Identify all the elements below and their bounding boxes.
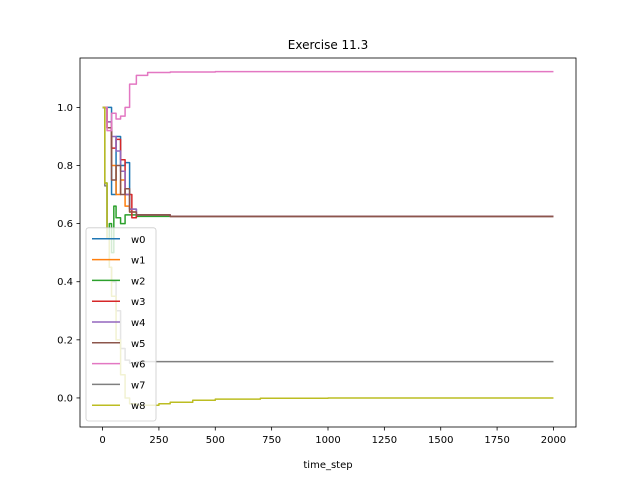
x-tick-label: 500 bbox=[206, 435, 225, 446]
legend-label-w0: w0 bbox=[131, 235, 146, 246]
y-tick-label: 0.8 bbox=[57, 161, 73, 172]
y-tick-label: 0.4 bbox=[57, 277, 73, 288]
legend-label-w8: w8 bbox=[131, 401, 146, 412]
x-tick-label: 0 bbox=[99, 435, 105, 446]
legend-label-w2: w2 bbox=[131, 276, 146, 287]
series-line-w6 bbox=[102, 70, 554, 132]
legend-label-w1: w1 bbox=[131, 256, 146, 267]
y-tick-label: 0.2 bbox=[57, 335, 73, 346]
x-axis: 0 250 500 750 1000 1250 1500 1750 2000 bbox=[99, 427, 566, 446]
legend-label-w7: w7 bbox=[131, 380, 146, 391]
legend-label-w6: w6 bbox=[131, 360, 146, 371]
y-axis: 0.0 0.2 0.4 0.6 0.8 1.0 bbox=[57, 103, 80, 404]
x-tick-label: 250 bbox=[149, 435, 168, 446]
y-tick-label: 0.6 bbox=[57, 219, 73, 230]
x-axis-label: time_step bbox=[303, 460, 352, 471]
x-tick-label: 1000 bbox=[315, 435, 340, 446]
x-tick-label: 1750 bbox=[484, 435, 509, 446]
x-tick-label: 1250 bbox=[372, 435, 397, 446]
y-tick-label: 1.0 bbox=[57, 103, 73, 114]
chart-title: Exercise 11.3 bbox=[288, 38, 368, 52]
x-tick-label: 2000 bbox=[541, 435, 566, 446]
legend-label-w4: w4 bbox=[131, 318, 146, 329]
legend-label-w5: w5 bbox=[131, 339, 146, 350]
series-line-w5 bbox=[102, 106, 554, 218]
y-tick-label: 0.0 bbox=[57, 393, 73, 404]
x-tick-label: 1500 bbox=[428, 435, 453, 446]
x-tick-label: 750 bbox=[262, 435, 281, 446]
legend-box bbox=[85, 227, 157, 422]
legend: w0 w1 w2 w3 w4 w5 w6 w7 w8 bbox=[85, 227, 157, 422]
legend-label-w3: w3 bbox=[131, 297, 146, 308]
